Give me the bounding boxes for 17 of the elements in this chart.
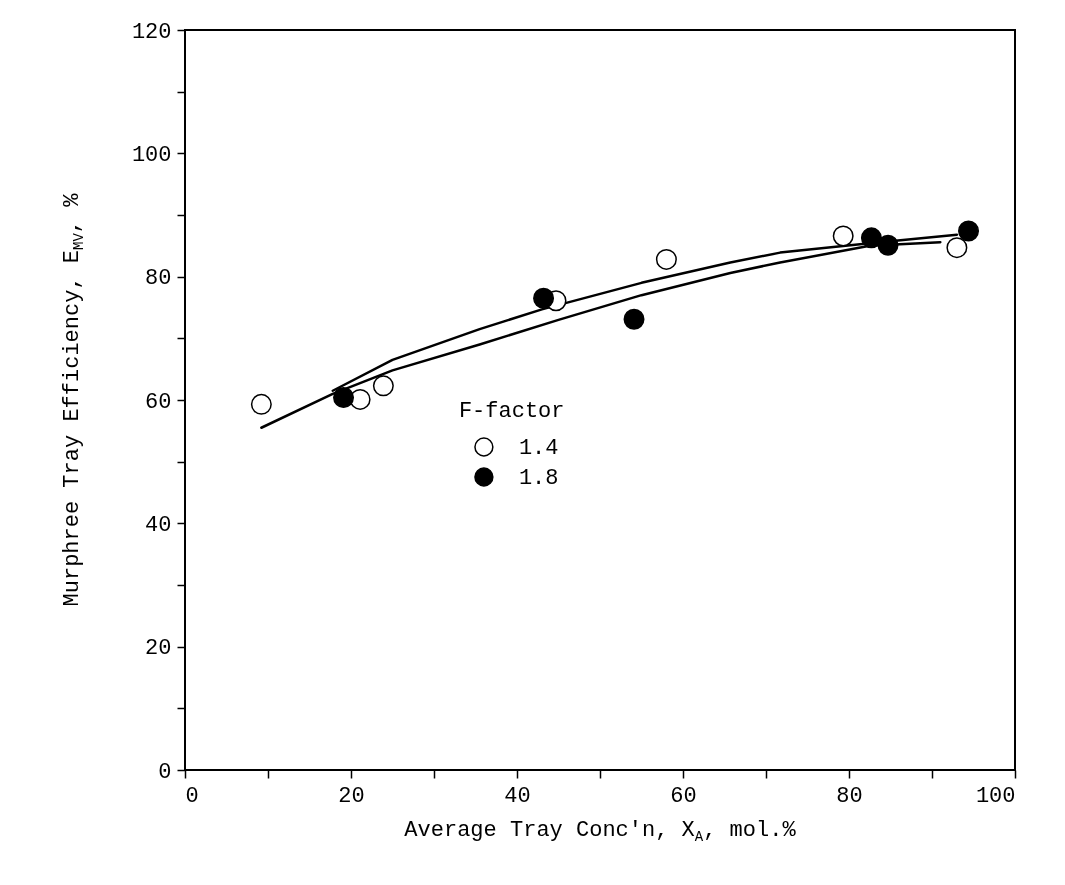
y-tick-label: 80 [145,266,172,292]
y-tick-label: 0 [158,759,172,785]
y-tick-label: 20 [145,636,172,662]
legend-label: 1.4 [518,436,559,461]
legend-title: F-factor [458,399,565,424]
x-axis-title: Average Tray Conc'n, X$_{A}$, mol.% [403,818,797,846]
x-tick-label: 80 [836,783,863,809]
x-tick-label: 100 [975,783,1016,809]
x-tick-label: 0 [185,783,199,809]
y-tick-label: 120 [131,19,172,45]
legend-label: 1.8 [518,466,559,491]
x-tick-label: 40 [504,783,531,809]
x-tick-label: 60 [670,783,697,809]
x-tick-label: 20 [338,783,365,809]
y-tick-label: 60 [145,389,172,415]
y-tick-label: 40 [145,512,172,538]
y-tick-label: 100 [131,142,172,168]
